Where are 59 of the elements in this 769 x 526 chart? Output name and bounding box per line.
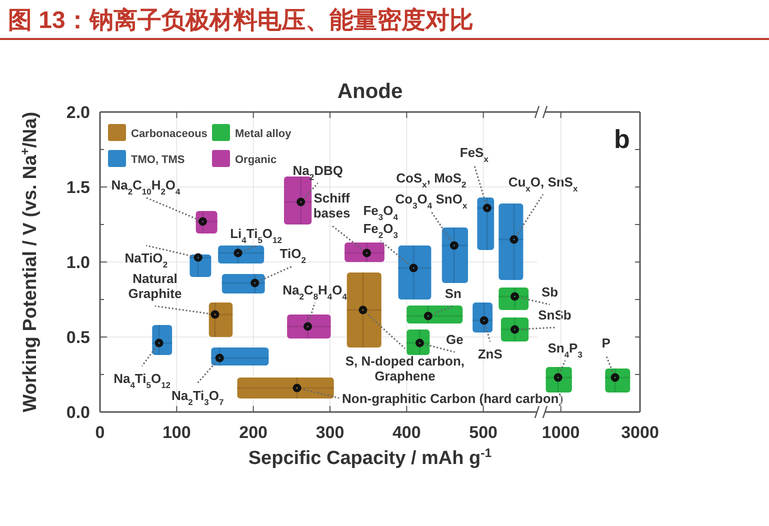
annotation: Sn xyxy=(444,286,462,301)
annotation: Li$_{4}$Ti$_{5}$O$_{12}$ xyxy=(230,226,282,245)
annotation: NaTiO$_{2}$ xyxy=(124,250,168,270)
annotation: TiO$_{2}$ xyxy=(280,246,306,265)
x-tick-label: 400 xyxy=(392,423,421,442)
point xyxy=(450,241,458,250)
point xyxy=(510,235,518,244)
x-tick-label: 500 xyxy=(469,423,498,442)
point xyxy=(234,248,242,258)
point xyxy=(296,198,306,206)
point xyxy=(292,384,302,392)
y-tick-label: 0.5 xyxy=(66,328,90,347)
point xyxy=(358,306,368,314)
point xyxy=(215,354,224,362)
point xyxy=(362,248,372,258)
annotation: Na$_{2}$C$_{8}$H$_{4}$O$_{4}$ xyxy=(282,282,348,302)
annotation: b xyxy=(614,124,630,154)
y-tick-label: 1.0 xyxy=(66,253,90,272)
annotation: Ge xyxy=(446,332,464,347)
annotation: Na$_{2}$Ti$_{3}$O$_{7}$ xyxy=(172,388,224,407)
x-tick-label: 200 xyxy=(239,423,268,442)
annotation: Schiff bases xyxy=(313,190,351,220)
legend-label: Metal alloy xyxy=(235,128,292,140)
annotation: ZnS xyxy=(478,346,503,362)
annotation: S, N-doped carbon, Graphene xyxy=(345,354,465,384)
point xyxy=(194,253,202,262)
annotation: P xyxy=(602,336,611,350)
y-tick-label: 0.0 xyxy=(66,403,90,422)
chart-subtitle: Anode xyxy=(337,80,403,103)
annotation: Cu$_{x}$O, SnS$_{x}$ xyxy=(508,174,578,194)
x-tick-label: 300 xyxy=(316,423,344,442)
annotation: Na$_{4}$Ti$_{5}$O$_{12}$ xyxy=(114,371,171,390)
point xyxy=(424,312,432,320)
annotation: SnSb xyxy=(538,308,572,322)
x-tick-label: 3000 xyxy=(621,423,659,442)
annotation: CoS$_{x}$, MoS$_{2}$ xyxy=(396,170,467,190)
annotation: Sn$_{4}$P$_{3}$ xyxy=(548,340,583,360)
legend-label: Carbonaceous xyxy=(131,128,208,140)
annotation: Na$_{2}$DBQ xyxy=(292,163,343,182)
y-tick-label: 1.5 xyxy=(66,178,90,197)
point xyxy=(304,322,312,331)
x-tick-label: 100 xyxy=(162,423,191,442)
legend-label: Organic xyxy=(235,154,277,166)
x-tick-label: 1000 xyxy=(542,423,580,442)
annotation: Non-graphitic Carbon (hard carbon) xyxy=(342,391,564,406)
annotation: Sb xyxy=(541,284,558,300)
annotation: Natural Graphite xyxy=(128,271,182,301)
x-tick-label: 0 xyxy=(95,423,105,442)
legend-label: TMO, TMS xyxy=(131,154,185,166)
point xyxy=(210,310,220,319)
annotation: Na$_{2}$C$_{10}$H$_{2}$O$_{4}$ xyxy=(111,178,181,196)
annotation: FeS$_{x}$ xyxy=(460,145,489,164)
y-tick-label: 2.0 xyxy=(66,103,90,122)
point xyxy=(409,264,418,272)
point xyxy=(482,204,492,212)
chart-title: 图 13：钠离子负极材料电压、能量密度对比 xyxy=(8,7,474,34)
point xyxy=(250,278,260,288)
x-axis-title: Sepcific Capacity / mAh g$^{-1}$ xyxy=(248,446,492,469)
annotation: Fe$_{2}$O$_{3}$ xyxy=(363,221,398,240)
